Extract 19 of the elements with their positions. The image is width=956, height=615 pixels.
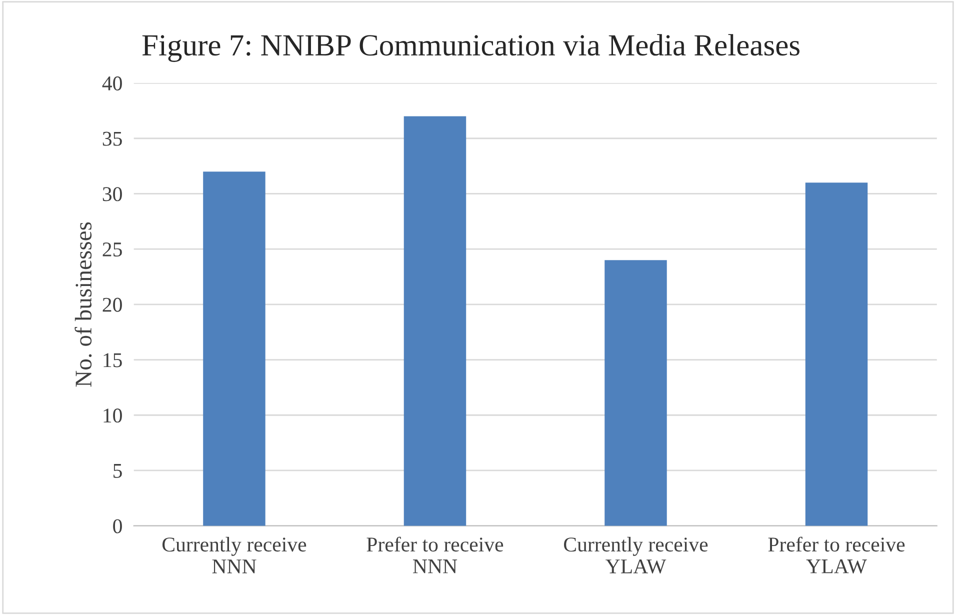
y-tick-label: 10 — [104, 408, 122, 423]
y-tick-label: 25 — [102, 242, 122, 257]
bar — [805, 182, 868, 526]
x-tick-label: Prefer to receive NNN — [366, 536, 504, 574]
y-tick-label: 35 — [102, 132, 122, 146]
y-tick-label: 40 — [102, 76, 122, 90]
chart-title: Figure 7: NNIBP Communication via Media Releases — [142, 34, 800, 62]
y-tick-label: 0 — [113, 519, 122, 534]
bar — [404, 116, 466, 526]
y-tick-label: 30 — [102, 187, 122, 202]
x-tick-label: Prefer to receive YLAW — [768, 536, 905, 574]
y-tick-label: 20 — [102, 298, 122, 312]
bar — [604, 260, 667, 526]
bar — [203, 172, 266, 526]
y-axis-title: No. of businesses — [74, 222, 92, 387]
y-tick-label: 15 — [104, 353, 122, 368]
y-tick-label: 5 — [114, 464, 122, 478]
x-tick-label: Currently receive NNN — [162, 536, 306, 574]
x-tick-label: Currently receive YLAW — [564, 536, 708, 574]
